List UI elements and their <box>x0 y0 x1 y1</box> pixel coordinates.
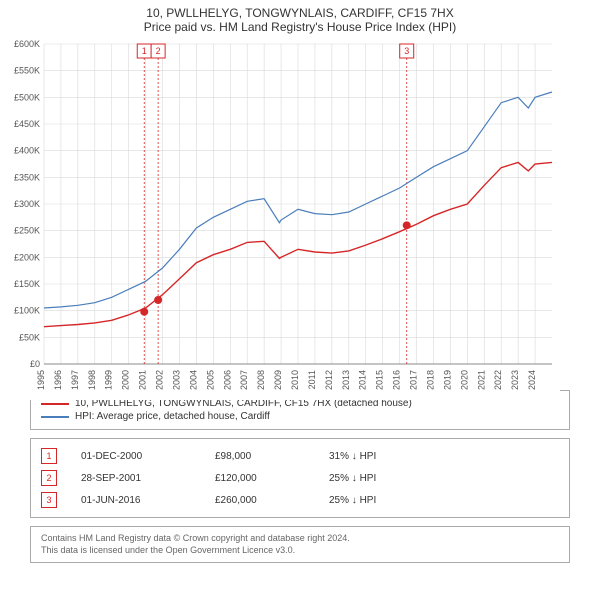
y-tick-label: £350K <box>14 172 40 182</box>
y-tick-label: £550K <box>14 66 40 76</box>
event-date: 28-SEP-2001 <box>81 473 191 484</box>
legend-swatch <box>41 416 69 418</box>
x-tick-label: 2009 <box>273 370 283 390</box>
marker-dot <box>403 221 411 229</box>
x-tick-label: 2013 <box>341 370 351 390</box>
event-badge: 2 <box>41 470 57 486</box>
x-tick-label: 2008 <box>256 370 266 390</box>
marker-badge-label: 3 <box>404 46 409 56</box>
legend-swatch <box>41 403 69 405</box>
x-tick-label: 2000 <box>121 370 131 390</box>
y-tick-label: £50K <box>19 332 40 342</box>
x-tick-label: 2021 <box>476 370 486 390</box>
y-tick-label: £450K <box>14 119 40 129</box>
event-badge: 1 <box>41 448 57 464</box>
event-row: 3 01-JUN-2016 £260,000 25% ↓ HPI <box>41 489 559 511</box>
events-box: 1 01-DEC-2000 £98,000 31% ↓ HPI 2 28-SEP-2001… <box>30 438 570 518</box>
event-delta: 31% ↓ HPI <box>329 451 376 462</box>
marker-badge-label: 1 <box>142 46 147 56</box>
x-tick-label: 2016 <box>392 370 402 390</box>
x-tick-label: 2015 <box>375 370 385 390</box>
event-price: £98,000 <box>215 451 305 462</box>
event-date: 01-DEC-2000 <box>81 451 191 462</box>
x-tick-label: 2010 <box>290 370 300 390</box>
legend-row: HPI: Average price, detached house, Card… <box>41 410 559 423</box>
chart-title-block: 10, PWLLHELYG, TONGWYNLAIS, CARDIFF, CF1… <box>0 0 600 34</box>
x-tick-label: 2005 <box>205 370 215 390</box>
x-tick-label: 2012 <box>324 370 334 390</box>
x-tick-label: 1998 <box>87 370 97 390</box>
x-tick-label: 2001 <box>138 370 148 390</box>
y-tick-label: £400K <box>14 146 40 156</box>
x-tick-label: 2004 <box>188 370 198 390</box>
x-tick-label: 2024 <box>527 370 537 390</box>
x-tick-label: 2017 <box>409 370 419 390</box>
event-price: £120,000 <box>215 473 305 484</box>
marker-dot <box>154 296 162 304</box>
event-badge: 3 <box>41 492 57 508</box>
event-delta: 25% ↓ HPI <box>329 473 376 484</box>
x-tick-label: 2022 <box>493 370 503 390</box>
x-tick-label: 2011 <box>307 370 317 389</box>
y-tick-label: £100K <box>14 306 40 316</box>
chart-svg: £0 £50K £100K £150K £200K £250K £300K £350K £400… <box>0 40 560 400</box>
x-tick-label: 1997 <box>70 370 80 390</box>
y-tick-label: £250K <box>14 226 40 236</box>
x-tick-label: 2007 <box>239 370 249 390</box>
x-tick-label: 1999 <box>104 370 114 390</box>
x-tick-label: 2003 <box>171 370 181 390</box>
x-tick-label: 1996 <box>53 370 63 390</box>
y-tick-label: £600K <box>14 40 40 49</box>
footer-box: Contains HM Land Registry data © Crown c… <box>30 526 570 563</box>
chart-title-sub: Price paid vs. HM Land Registry's House … <box>0 20 600 34</box>
y-tick-label: £200K <box>14 252 40 262</box>
event-row: 2 28-SEP-2001 £120,000 25% ↓ HPI <box>41 467 559 489</box>
x-tick-label: 2020 <box>459 370 469 390</box>
event-delta: 25% ↓ HPI <box>329 495 376 506</box>
chart-title-address: 10, PWLLHELYG, TONGWYNLAIS, CARDIFF, CF1… <box>0 6 600 20</box>
y-tick-label: £300K <box>14 199 40 209</box>
x-tick-label: 1995 <box>36 370 46 390</box>
x-tick-label: 2018 <box>425 370 435 390</box>
x-tick-label: 2019 <box>442 370 452 390</box>
footer-line1: Contains HM Land Registry data © Crown c… <box>41 533 559 545</box>
x-tick-label: 2014 <box>358 370 368 390</box>
chart-area: £0 £50K £100K £150K £200K £250K £300K £350K £400… <box>0 40 560 380</box>
event-date: 01-JUN-2016 <box>81 495 191 506</box>
footer-line2: This data is licensed under the Open Gov… <box>41 545 559 557</box>
y-tick-label: £500K <box>14 92 40 102</box>
x-tick-label: 2002 <box>155 370 165 390</box>
x-tick-label: 2023 <box>510 370 520 390</box>
marker-dot <box>140 308 148 316</box>
y-tick-label: £150K <box>14 279 40 289</box>
legend-label: HPI: Average price, detached house, Card… <box>75 411 270 422</box>
marker-badge-label: 2 <box>156 46 161 56</box>
y-tick-label: £0 <box>30 359 40 369</box>
event-price: £260,000 <box>215 495 305 506</box>
x-tick-label: 2006 <box>222 370 232 390</box>
event-row: 1 01-DEC-2000 £98,000 31% ↓ HPI <box>41 445 559 467</box>
